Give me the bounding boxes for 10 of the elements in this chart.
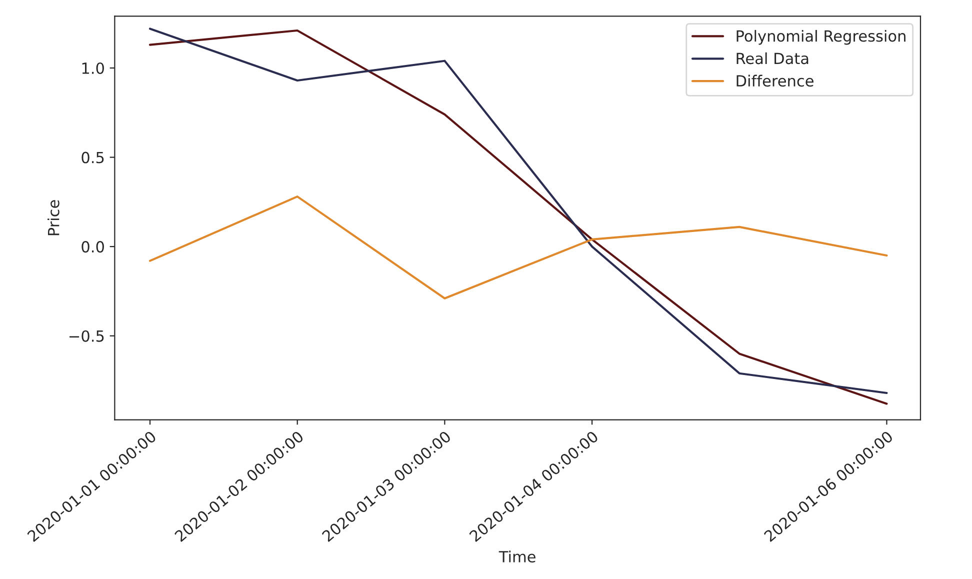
x-axis-title: Time xyxy=(498,550,536,563)
y-tick-label: 1.0 xyxy=(82,62,104,74)
y-axis-title: Price xyxy=(48,200,60,236)
y-tick-label: −0.5 xyxy=(69,330,104,342)
y-tick-label: 0.5 xyxy=(82,152,104,164)
legend-label: Difference xyxy=(736,74,814,87)
line-series xyxy=(148,196,888,300)
legend-label: Real Data xyxy=(736,52,808,64)
y-tick-label: 0.0 xyxy=(82,241,104,253)
legend-label: Polynomial Regression xyxy=(736,30,906,45)
